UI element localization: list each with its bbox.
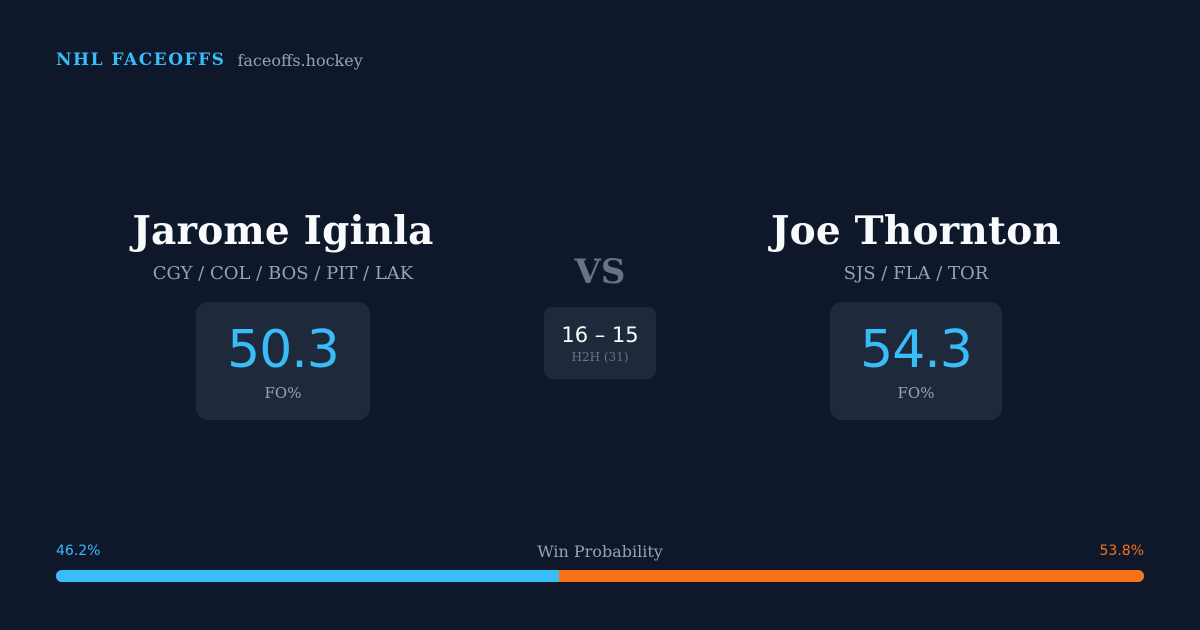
player-left-stat-card: 50.3 FO% (196, 302, 370, 420)
player-right-stat-label: FO% (897, 384, 935, 402)
player-left-name: Jarome Iginla (132, 208, 434, 254)
brand-domain: faceoffs.hockey (237, 50, 363, 70)
head-to-head-card: 16 – 15 H2H (31) (544, 307, 656, 379)
player-right-name: Joe Thornton (771, 208, 1061, 254)
head-to-head-label: H2H (31) (571, 350, 629, 364)
win-probability-right-fill (558, 570, 1144, 582)
win-probability-right: 53.8% (1099, 543, 1144, 559)
player-right-stat-card: 54.3 FO% (830, 302, 1002, 420)
player-right-teams: SJS / FLA / TOR (843, 263, 989, 284)
player-left-faceoff-percentage: 50.3 (227, 320, 340, 380)
player-right-faceoff-percentage: 54.3 (860, 320, 973, 380)
player-left: Jarome Iginla CGY / COL / BOS / PIT / LA… (23, 204, 543, 420)
win-probability-left: 46.2% (56, 543, 101, 559)
player-left-teams: CGY / COL / BOS / PIT / LAK (152, 263, 414, 284)
head-to-head-score: 16 – 15 (561, 323, 639, 347)
brand-header: NHL FACEOFFS faceoffs.hockey (56, 46, 363, 74)
win-probability-title: Win Probability (537, 542, 663, 561)
player-right: Joe Thornton SJS / FLA / TOR 54.3 FO% (656, 204, 1176, 420)
brand-name: NHL FACEOFFS (56, 50, 226, 70)
win-probability-bar (56, 570, 1144, 582)
player-left-stat-label: FO% (264, 384, 302, 402)
win-probability-left-fill (56, 570, 559, 582)
versus-label: VS (574, 252, 626, 292)
